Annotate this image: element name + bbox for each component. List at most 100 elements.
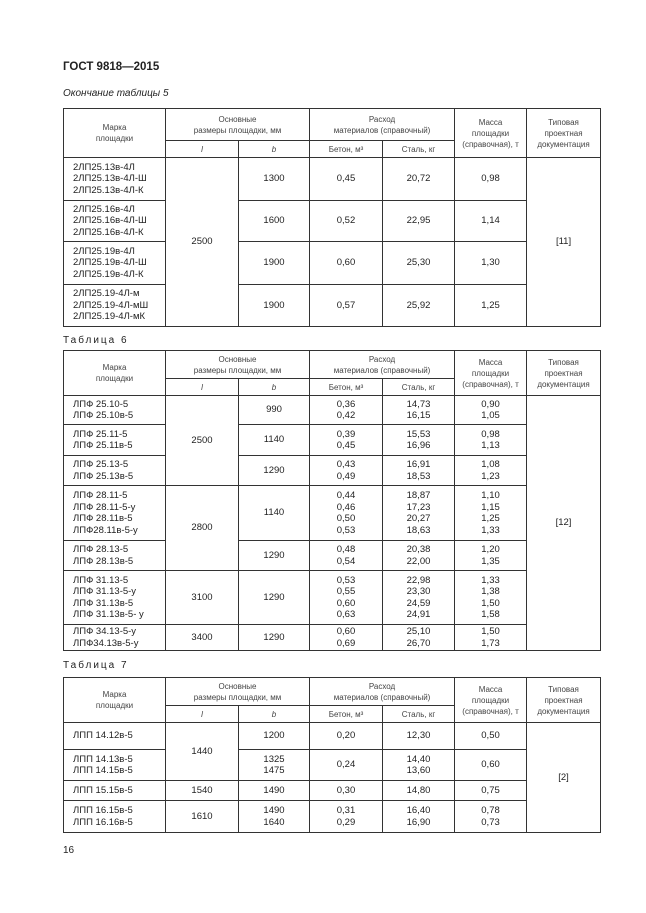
- cell-length: 2500: [165, 157, 239, 327]
- table-row: ЛПФ 25.10-5 ЛПФ 25.10в-5 2500 990 0,36 0,42…: [63, 395, 602, 651]
- cell-length: 2500: [165, 395, 239, 486]
- table-row: 2ЛП25.13в-4Л 2ЛП25.13в-4Л-Ш 2ЛП25.13в-4Л…: [63, 157, 602, 327]
- header-mark: Марка площадки: [63, 350, 166, 396]
- cell-width: 1490: [238, 780, 310, 801]
- table-row: ЛПФ 28.13-5 ЛПФ 28.13в-5 1290 0,48 0,54 20,…: [63, 540, 601, 571]
- table-row: ЛПФ 25.13-5 ЛПФ 25.13в-5 1290 0,43 0,49 16,…: [63, 455, 601, 486]
- cell-width: 1600: [238, 200, 310, 242]
- cell-mass: 1,08 1,23: [454, 455, 528, 486]
- cell-mark: 2ЛП25.19в-4Л 2ЛП25.19в-4Л-Ш 2ЛП25.19в-4Л…: [63, 241, 166, 285]
- cell-mark: 2ЛП25.16в-4Л 2ЛП25.16в-4Л-Ш 2ЛП25.16в-4Л…: [63, 200, 166, 242]
- cell-mark: ЛПФ 34.13-5-у ЛПФ34.13в-5-у: [63, 624, 166, 651]
- cell-concrete: 0,44 0,46 0,50 0,53: [309, 485, 383, 541]
- header-dimensions: Основные размеры площадки, мм: [165, 350, 310, 379]
- cell-mass: 0,98 1,13: [454, 424, 528, 456]
- cell-mark: 2ЛП25.19-4Л-м 2ЛП25.19-4Л-мШ 2ЛП25.19-4Л…: [63, 284, 166, 327]
- table-caption: Таблица 7: [63, 660, 129, 671]
- cell-mark: ЛПП 14.12в-5: [63, 722, 166, 750]
- cell-mass: 1,33 1,38 1,50 1,58: [454, 570, 528, 625]
- cell-concrete: 0,36 0,42: [309, 395, 383, 425]
- cell-mark: 2ЛП25.13в-4Л 2ЛП25.13в-4Л-Ш 2ЛП25.13в-4Л…: [63, 157, 166, 201]
- table-caption: Окончание таблицы 5: [63, 88, 169, 99]
- cell-steel: 25,30: [381, 241, 456, 285]
- header-materials: Расход материалов (справочный): [308, 108, 456, 141]
- table-row: ЛПП 14.13в-5 ЛПП 14.15в-5 1325 1475 0,24 14…: [63, 749, 601, 781]
- cell-mass: 0,75: [454, 780, 528, 801]
- cell-documentation: [12]: [526, 395, 602, 651]
- cell-mark: ЛПФ 25.10-5 ЛПФ 25.10в-5: [63, 395, 166, 425]
- cell-mark: ЛПП 16.15в-5 ЛПП 16.16в-5: [63, 800, 166, 833]
- cell-mass: 0,50: [454, 722, 528, 750]
- table-row: ЛПП 14.12в-5 1440 1200 0,20 12,30 0,50 [2]: [63, 722, 602, 833]
- cell-width: 990: [238, 395, 310, 425]
- header-mark: Марка площадки: [63, 108, 166, 158]
- cell-mark: ЛПФ 28.13-5 ЛПФ 28.13в-5: [63, 540, 166, 571]
- header-l: l: [165, 705, 239, 723]
- cell-documentation: [11]: [526, 157, 602, 327]
- cell-documentation: [2]: [526, 722, 602, 833]
- cell-mass: 0,78 0,73: [454, 800, 528, 833]
- table-caption: Таблица 6: [63, 335, 129, 346]
- cell-mass: 1,30: [454, 241, 528, 285]
- cell-steel: 20,72: [381, 157, 456, 201]
- cell-mass: 1,14: [454, 200, 528, 242]
- table-row: ЛПФ 31.13-5 ЛПФ 31.13-5-у ЛПФ 31.13в-5 Л…: [63, 570, 601, 625]
- cell-width: 1300: [238, 157, 310, 201]
- cell-steel: 16,91 18,53: [381, 455, 456, 486]
- cell-concrete: 0,31 0,29: [309, 800, 383, 833]
- cell-concrete: 0,45: [309, 157, 383, 201]
- table-row: ЛПП 15.15в-5 1540 1490 0,30 14,80 0,75: [63, 780, 601, 801]
- cell-width: 1290: [238, 455, 310, 486]
- cell-steel: 14,73 16,15: [381, 395, 456, 425]
- header-dimensions: Основные размеры площадки, мм: [165, 108, 310, 141]
- cell-steel: 25,92: [381, 284, 456, 327]
- cell-mass: 0,98: [454, 157, 528, 201]
- cell-steel: 14,80: [381, 780, 456, 801]
- cell-length: 1440: [165, 722, 239, 781]
- cell-concrete: 0,52: [309, 200, 383, 242]
- cell-mark: ЛПФ 25.11-5 ЛПФ 25.11в-5: [63, 424, 166, 456]
- cell-concrete: 0,39 0,45: [309, 424, 383, 456]
- cell-concrete: 0,43 0,49: [309, 455, 383, 486]
- cell-mass: 1,25: [454, 284, 528, 327]
- cell-concrete: 0,57: [309, 284, 383, 327]
- cell-concrete: 0,60: [309, 241, 383, 285]
- cell-length: 3100: [165, 570, 239, 625]
- cell-mass: 0,60: [454, 749, 528, 781]
- table-7: Марка площадки Основные размеры площадки,…: [63, 677, 602, 833]
- table-row: ЛПП 16.15в-5 ЛПП 16.16в-5 1610 1490 1640 0,…: [63, 800, 601, 833]
- cell-mark: ЛПФ 28.11-5 ЛПФ 28.11-5-у ЛПФ 28.11в-5 Л…: [63, 485, 166, 541]
- cell-steel: 22,95: [381, 200, 456, 242]
- cell-steel: 25,10 26,70: [381, 624, 456, 651]
- cell-concrete: 0,53 0,55 0,60 0,63: [309, 570, 383, 625]
- page-number: 16: [63, 845, 75, 856]
- cell-steel: 12,30: [381, 722, 456, 750]
- header-mark: Марка площадки: [63, 677, 166, 723]
- header-b: b: [238, 705, 310, 723]
- header-documentation: Типовая проектная документация: [526, 350, 602, 396]
- cell-concrete: 0,48 0,54: [309, 540, 383, 571]
- cell-concrete: 0,24: [309, 749, 383, 781]
- header-steel: Сталь, кг: [381, 705, 456, 723]
- header-b: b: [238, 378, 310, 396]
- cell-mark: ЛПП 15.15в-5: [63, 780, 166, 801]
- header-b: b: [238, 140, 310, 158]
- cell-concrete: 0,20: [309, 722, 383, 750]
- cell-concrete: 0,60 0,69: [309, 624, 383, 651]
- cell-length: 1610: [165, 800, 239, 833]
- header-documentation: Типовая проектная документация: [526, 677, 602, 723]
- header-steel: Сталь, кг: [381, 378, 456, 396]
- cell-width: 1900: [238, 241, 310, 285]
- cell-width: 1325 1475: [238, 749, 310, 781]
- cell-length: 3400: [165, 624, 239, 651]
- header-steel: Сталь, кг: [381, 140, 456, 158]
- cell-steel: 14,40 13,60: [381, 749, 456, 781]
- cell-mass: 1,50 1,73: [454, 624, 528, 651]
- cell-mark: ЛПП 14.13в-5 ЛПП 14.15в-5: [63, 749, 166, 781]
- cell-mass: 1,10 1,15 1,25 1,33: [454, 485, 528, 541]
- standard-header: ГОСТ 9818—2015: [63, 61, 160, 73]
- table-6: Марка площадки Основные размеры площадки,…: [63, 350, 602, 651]
- cell-steel: 22,98 23,30 24,59 24,91: [381, 570, 456, 625]
- header-dimensions: Основные размеры площадки, мм: [165, 677, 310, 706]
